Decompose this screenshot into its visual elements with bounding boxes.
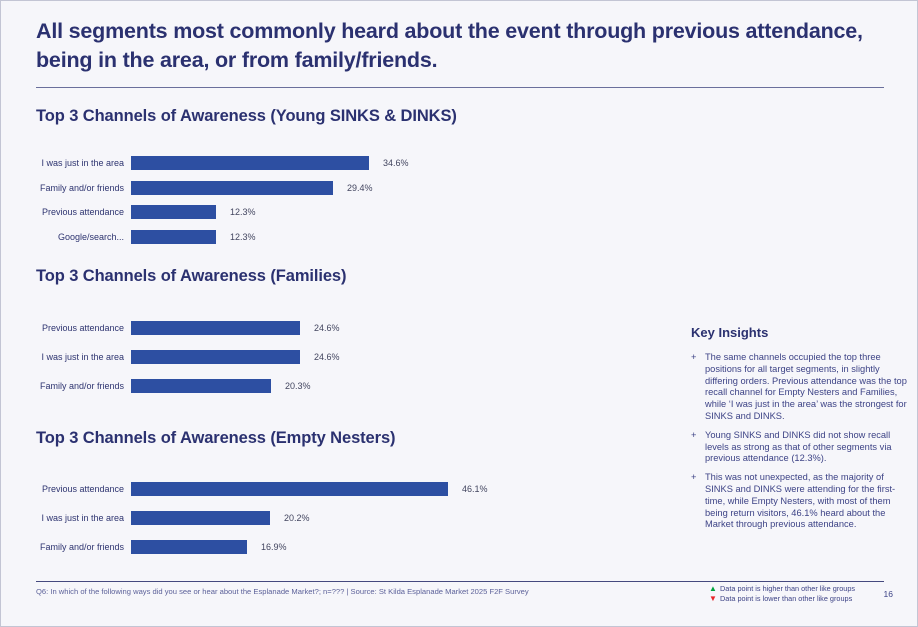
footer-divider <box>36 581 884 582</box>
key-insights-heading: Key Insights <box>691 325 769 340</box>
bar-category-label: Previous attendance <box>41 207 124 218</box>
key-insight-item: + Young SINKS and DINKS did not show reca… <box>691 430 909 465</box>
comparison-legend: ▲ Data point is higher than other like gr… <box>709 584 869 603</box>
key-insights-panel: Key Insights + The same channels occupied… <box>691 325 909 538</box>
bar <box>131 481 448 496</box>
chart-section-families: Top 3 Channels of Awareness (Families) P… <box>36 267 676 400</box>
bar-row: Google/search... 12.3% <box>36 225 676 250</box>
chart-title: Top 3 Channels of Awareness (Empty Neste… <box>36 429 396 447</box>
bar-row: Family and/or friends 20.3% <box>36 371 676 400</box>
chart-title: Top 3 Channels of Awareness (Young SINKS… <box>36 107 457 125</box>
bullet-marker: + <box>691 352 697 362</box>
bar <box>131 510 270 525</box>
bar <box>131 320 300 335</box>
chart-title: Top 3 Channels of Awareness (Families) <box>36 267 347 285</box>
bar-value-label: 12.3% <box>230 231 256 242</box>
legend-row: ▲ Data point is higher than other like gr… <box>709 584 869 594</box>
bar-category-label: Family and/or friends <box>39 380 124 391</box>
page-number: 16 <box>883 589 893 599</box>
bar-category-label: Previous attendance <box>41 322 124 333</box>
chart-section-young-sinks-dinks: Top 3 Channels of Awareness (Young SINKS… <box>36 107 676 249</box>
bar <box>131 349 300 364</box>
bar-row: Previous attendance 46.1% <box>36 474 676 503</box>
bar-category-label: Family and/or friends <box>39 541 124 552</box>
bar-row: I was just in the area 34.6% <box>36 151 676 176</box>
bar <box>131 205 216 220</box>
bar-category-label: Previous attendance <box>41 483 124 494</box>
triangle-up-icon: ▲ <box>709 584 717 594</box>
title-divider <box>36 87 884 88</box>
bar-rows: Previous attendance 24.6% I was just in th… <box>36 313 676 400</box>
bar-value-label: 24.6% <box>314 322 340 333</box>
bar-value-label: 34.6% <box>383 158 409 169</box>
bar-value-label: 29.4% <box>347 182 373 193</box>
bar-category-label: Google/search... <box>57 231 124 242</box>
bar-row: I was just in the area 24.6% <box>36 342 676 371</box>
bar-rows: I was just in the area 34.6% Family and/or… <box>36 151 676 249</box>
bar <box>131 156 369 171</box>
key-insight-item: + This was not unexpected, as the majorit… <box>691 472 909 531</box>
legend-text: Data point is lower than other like grou… <box>720 593 853 603</box>
bar-row: Previous attendance 12.3% <box>36 200 676 225</box>
bullet-marker: + <box>691 429 697 440</box>
slide-title: All segments most commonly heard about t… <box>36 19 863 72</box>
key-insight-text: This was not unexpected, as the majority… <box>705 472 896 530</box>
bar-row: Previous attendance 24.6% <box>36 313 676 342</box>
bar-category-label: I was just in the area <box>41 512 124 523</box>
bar-value-label: 20.3% <box>285 380 311 391</box>
bar <box>131 539 247 554</box>
chart-section-empty-nesters: Top 3 Channels of Awareness (Empty Neste… <box>36 429 676 561</box>
bar <box>131 229 216 244</box>
bar <box>131 378 271 393</box>
key-insight-item: + The same channels occupied the top thre… <box>691 352 909 423</box>
bar-row: Family and/or friends 29.4% <box>36 176 676 201</box>
triangle-down-icon: ▼ <box>709 593 717 603</box>
bar-value-label: 24.6% <box>314 351 340 362</box>
bar-value-label: 20.2% <box>284 512 310 523</box>
key-insight-text: The same channels occupied the top three… <box>705 352 907 421</box>
key-insights-list: + The same channels occupied the top thre… <box>691 352 909 531</box>
bar-category-label: Family and/or friends <box>39 182 124 193</box>
bar <box>131 180 333 195</box>
bar-value-label: 12.3% <box>230 207 256 218</box>
bar-row: Family and/or friends 16.9% <box>36 532 676 561</box>
key-insight-text: Young SINKS and DINKS did not show recal… <box>705 429 892 464</box>
bar-rows: Previous attendance 46.1% I was just in th… <box>36 474 676 561</box>
bar-value-label: 46.1% <box>462 483 488 494</box>
bar-category-label: I was just in the area <box>41 158 124 169</box>
legend-row: ▼ Data point is lower than other like gro… <box>709 594 869 604</box>
legend-text: Data point is higher than other like gro… <box>720 584 856 594</box>
bullet-marker: + <box>691 472 697 483</box>
bar-value-label: 16.9% <box>261 541 287 552</box>
bar-row: I was just in the area 20.2% <box>36 503 676 532</box>
bar-category-label: I was just in the area <box>41 351 124 362</box>
source-note: Q6: In which of the following ways did y… <box>36 587 529 596</box>
